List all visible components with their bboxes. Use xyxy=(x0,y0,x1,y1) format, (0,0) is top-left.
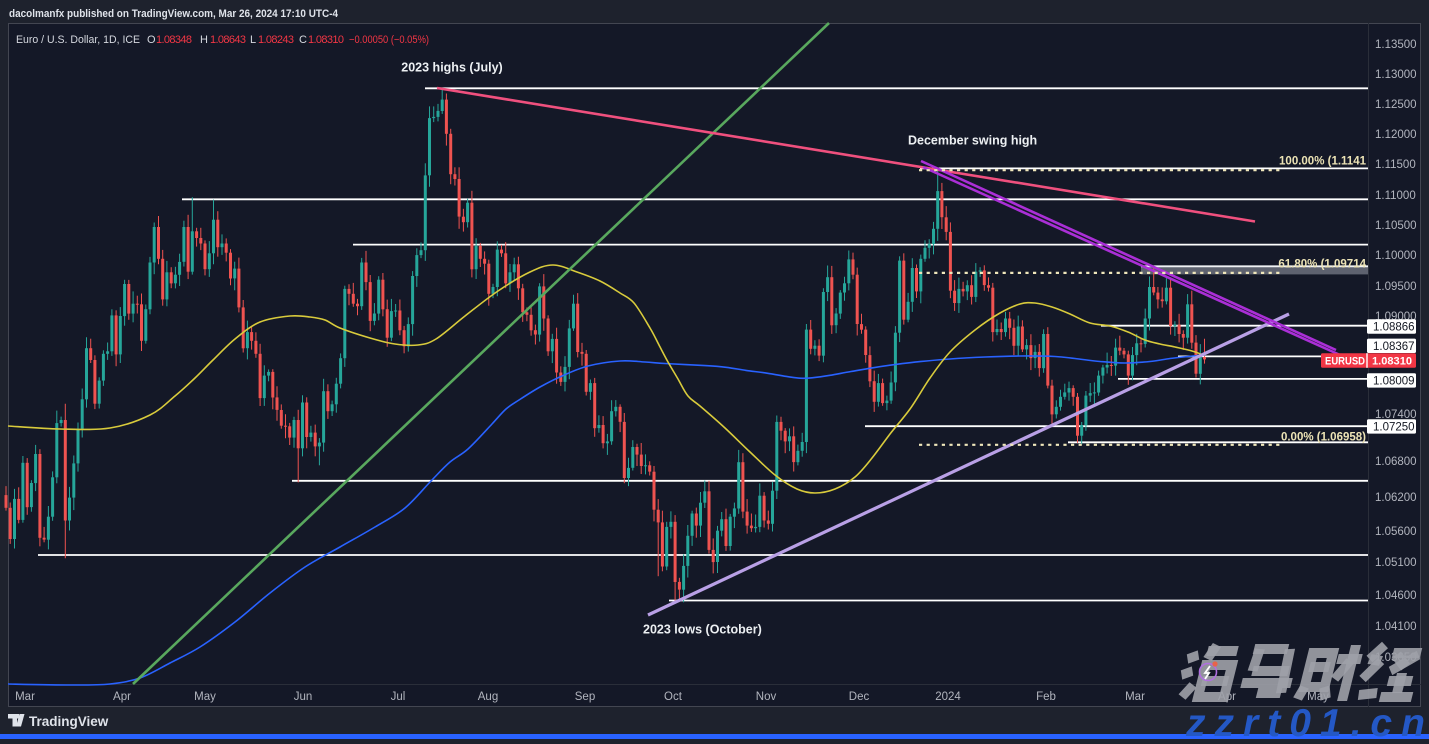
svg-text:EURUSD: EURUSD xyxy=(1325,355,1365,367)
svg-text:Euro / U.S. Dollar, 1D, ICE: Euro / U.S. Dollar, 1D, ICE xyxy=(16,34,140,46)
svg-text:Jul: Jul xyxy=(391,691,406,703)
svg-text:Feb: Feb xyxy=(1036,691,1056,703)
svg-text:1.08866: 1.08866 xyxy=(1373,322,1415,334)
svg-text:1.10500: 1.10500 xyxy=(1375,220,1417,232)
svg-text:1.08009: 1.08009 xyxy=(1373,376,1415,388)
svg-text:1.06800: 1.06800 xyxy=(1375,456,1417,468)
svg-text:L: L xyxy=(250,34,256,46)
svg-text:1.04100: 1.04100 xyxy=(1375,621,1417,633)
svg-text:1.11000: 1.11000 xyxy=(1375,190,1416,202)
svg-text:zzrt01.cn: zzrt01.cn xyxy=(1185,702,1429,739)
svg-text:Aug: Aug xyxy=(478,691,498,703)
svg-text:Mar: Mar xyxy=(15,691,35,703)
svg-text:1.12000: 1.12000 xyxy=(1375,129,1417,141)
svg-text:1.08243: 1.08243 xyxy=(258,34,294,46)
svg-text:December swing high: December swing high xyxy=(908,134,1037,148)
svg-text:−0.00050 (−0.05%): −0.00050 (−0.05%) xyxy=(349,34,429,46)
svg-text:1.04600: 1.04600 xyxy=(1375,590,1417,602)
svg-text:Dec: Dec xyxy=(849,691,870,703)
svg-text:1.11500: 1.11500 xyxy=(1375,159,1416,171)
svg-text:May: May xyxy=(194,691,216,703)
svg-text:Nov: Nov xyxy=(756,691,777,703)
svg-text:2023 lows (October): 2023 lows (October) xyxy=(643,623,762,637)
svg-text:Oct: Oct xyxy=(664,691,683,703)
svg-text:dacolmanfx published on Tradin: dacolmanfx published on TradingView.com,… xyxy=(9,8,339,20)
svg-text:1.07250: 1.07250 xyxy=(1373,422,1415,434)
svg-text:1.08310: 1.08310 xyxy=(1372,355,1412,367)
svg-text:Jun: Jun xyxy=(294,691,313,703)
svg-text:TradingView: TradingView xyxy=(29,714,109,729)
svg-text:H: H xyxy=(200,34,208,46)
svg-text:1.06200: 1.06200 xyxy=(1375,492,1417,504)
svg-text:2024: 2024 xyxy=(935,691,961,703)
svg-text:61.80% (1.09714: 61.80% (1.09714 xyxy=(1278,259,1366,271)
svg-text:1.07400: 1.07400 xyxy=(1375,409,1417,421)
svg-text:1.13000: 1.13000 xyxy=(1375,69,1417,81)
svg-text:C: C xyxy=(299,34,307,46)
svg-text:1.08310: 1.08310 xyxy=(308,34,344,46)
svg-text:1.12500: 1.12500 xyxy=(1375,99,1417,111)
svg-text:1.05100: 1.05100 xyxy=(1375,557,1417,569)
svg-text:Sep: Sep xyxy=(575,691,595,703)
svg-text:1.05600: 1.05600 xyxy=(1375,526,1417,538)
svg-text:2023 highs (July): 2023 highs (July) xyxy=(401,61,502,75)
svg-text:Mar: Mar xyxy=(1125,691,1145,703)
svg-text:100.00% (1.1141: 100.00% (1.1141 xyxy=(1279,156,1367,168)
svg-text:1.08348: 1.08348 xyxy=(156,34,192,46)
svg-text:1.13500: 1.13500 xyxy=(1375,39,1417,51)
svg-text:O: O xyxy=(147,34,156,46)
svg-text:1.08643: 1.08643 xyxy=(210,34,246,46)
svg-text:0.00% (1.06958): 0.00% (1.06958) xyxy=(1281,432,1366,444)
svg-text:1.09500: 1.09500 xyxy=(1375,281,1417,293)
svg-text:1.08367: 1.08367 xyxy=(1373,341,1415,353)
svg-text:1.10000: 1.10000 xyxy=(1375,250,1417,262)
svg-text:Apr: Apr xyxy=(113,691,131,703)
